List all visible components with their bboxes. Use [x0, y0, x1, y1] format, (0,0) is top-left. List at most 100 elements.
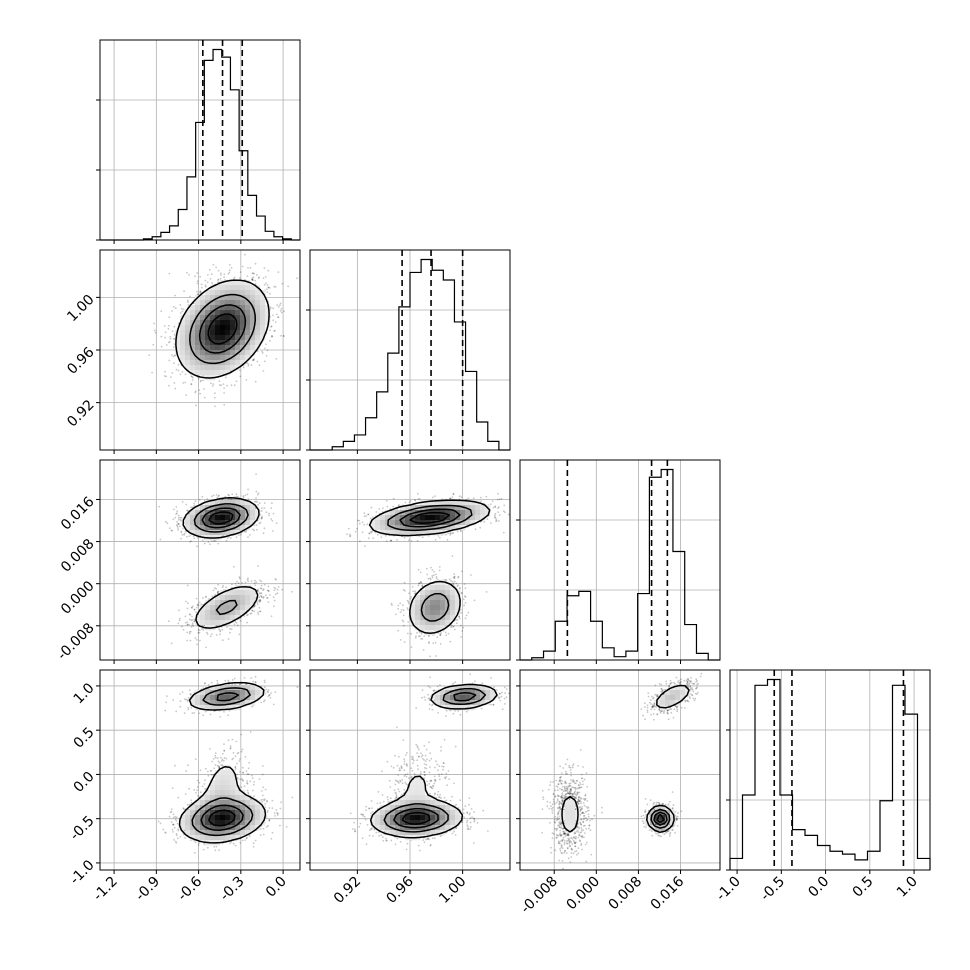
density-cell: [240, 355, 245, 360]
sample-point: [234, 621, 236, 623]
density-cell: [205, 605, 210, 610]
density-cell: [190, 525, 195, 530]
sample-point: [178, 609, 180, 611]
sample-point: [171, 310, 173, 312]
sample-point: [229, 264, 231, 266]
density-cell: [215, 515, 220, 520]
density-cell: [245, 285, 250, 290]
sample-point: [186, 621, 188, 623]
sample-point: [214, 397, 216, 399]
sample-point: [258, 276, 260, 278]
density-cell: [220, 320, 225, 325]
sample-point: [171, 530, 173, 532]
sample-point: [270, 507, 272, 509]
density-cell: [225, 330, 230, 335]
density-cell: [225, 285, 230, 290]
density-cell: [185, 520, 190, 525]
sample-point: [205, 647, 207, 649]
sample-point: [189, 633, 191, 635]
sample-point: [266, 355, 268, 357]
density-cell: [210, 290, 215, 295]
sample-point: [196, 545, 198, 547]
sample-point: [202, 539, 204, 541]
sample-point: [252, 359, 254, 361]
sample-point: [199, 499, 201, 501]
sample-point: [259, 601, 261, 603]
sample-point: [195, 500, 197, 502]
sample-point: [236, 493, 238, 495]
sample-point: [231, 493, 233, 495]
sample-point: [177, 527, 179, 529]
sample-point: [280, 335, 282, 337]
density-cell: [195, 370, 200, 375]
sample-point: [259, 580, 261, 582]
sample-point: [180, 312, 182, 314]
sample-point: [176, 510, 178, 512]
sample-point: [207, 274, 209, 276]
sample-point: [166, 522, 168, 524]
density-cell: [230, 325, 235, 330]
sample-point: [240, 620, 242, 622]
sample-point: [180, 374, 182, 376]
density-cell: [215, 355, 220, 360]
sample-point: [199, 640, 201, 642]
sample-point: [223, 404, 225, 406]
sample-point: [173, 306, 175, 308]
sample-point: [217, 584, 219, 586]
density-cell: [205, 610, 210, 615]
sample-point: [275, 588, 277, 590]
sample-point: [205, 284, 207, 286]
density-cell: [255, 325, 260, 330]
density-cell: [200, 370, 205, 375]
sample-point: [219, 384, 221, 386]
sample-point: [178, 515, 180, 517]
density-cell: [220, 355, 225, 360]
sample-point: [238, 633, 240, 635]
sample-point: [203, 388, 205, 390]
sample-point: [211, 633, 213, 635]
sample-point: [274, 600, 276, 602]
sample-point: [245, 379, 247, 381]
density-cell: [205, 295, 210, 300]
sample-point: [185, 373, 187, 375]
sample-point: [258, 596, 260, 598]
sample-point: [219, 633, 221, 635]
sample-point: [169, 336, 171, 338]
sample-point: [267, 270, 269, 272]
sample-point: [275, 321, 277, 323]
sample-point: [186, 272, 188, 274]
sample-point: [250, 267, 252, 269]
sample-point: [256, 501, 258, 503]
density-cell: [225, 605, 230, 610]
sample-point: [222, 639, 224, 641]
sample-point: [261, 592, 263, 594]
sample-point: [259, 502, 261, 504]
sample-point: [197, 632, 199, 634]
sample-point: [251, 580, 253, 582]
density-cell: [235, 345, 240, 350]
sample-point: [256, 602, 258, 604]
sample-point: [170, 338, 172, 340]
density-cell: [255, 300, 260, 305]
density-cell: [240, 510, 245, 515]
density-cell: [240, 600, 245, 605]
sample-point: [247, 267, 249, 269]
sample-point: [176, 524, 178, 526]
density-cell: [230, 320, 235, 325]
sample-point: [277, 589, 279, 591]
density-cell: [235, 355, 240, 360]
sample-point: [195, 404, 197, 406]
sample-point: [180, 538, 182, 540]
sample-point: [241, 582, 243, 584]
sample-point: [187, 608, 189, 610]
sample-point: [189, 631, 191, 633]
density-cell: [185, 320, 190, 325]
density-cell: [250, 515, 255, 520]
scatter-panel-3-2: [306, 460, 510, 664]
sample-point: [170, 376, 172, 378]
sample-point: [201, 628, 203, 630]
sample-point: [220, 278, 222, 280]
sample-point: [269, 287, 271, 289]
sample-point: [273, 587, 275, 589]
sample-point: [396, 539, 398, 541]
